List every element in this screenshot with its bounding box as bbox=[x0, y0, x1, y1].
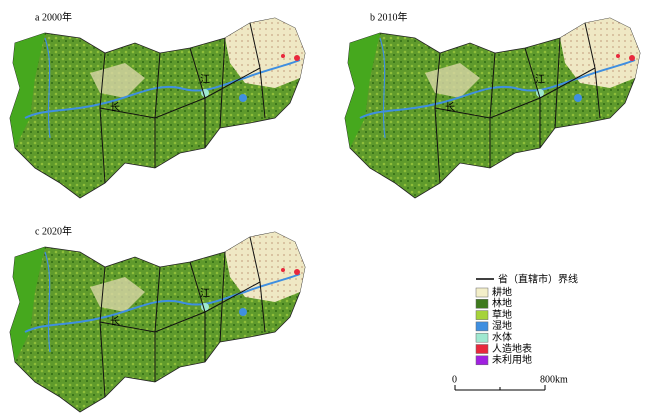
map bbox=[9, 17, 306, 199]
scale-label: 800km bbox=[540, 374, 568, 385]
legend-label: 草地 bbox=[492, 308, 512, 321]
legend-swatch bbox=[475, 287, 489, 298]
legend-swatch bbox=[475, 299, 489, 309]
legend-label: 耕地 bbox=[492, 285, 512, 298]
panel-label: a 2000年 bbox=[35, 10, 72, 23]
map-label: 长 bbox=[445, 101, 455, 113]
legend-label: 林地 bbox=[492, 297, 512, 310]
map-label: 江 bbox=[535, 73, 545, 85]
panel-label: c 2020年 bbox=[35, 224, 72, 237]
scale-label: 0 bbox=[452, 374, 457, 385]
boundary-label: 省（直辖市）界线 bbox=[498, 272, 578, 285]
legend-swatch bbox=[475, 310, 489, 320]
panel-label: b 2010年 bbox=[370, 10, 408, 23]
map-label: 江 bbox=[200, 287, 210, 299]
map bbox=[9, 231, 306, 413]
map-label: 江 bbox=[200, 73, 210, 85]
legend-swatch bbox=[475, 344, 489, 354]
legend-swatch bbox=[475, 332, 489, 343]
legend-label: 水体 bbox=[492, 331, 512, 343]
map bbox=[344, 17, 641, 199]
legend-swatch bbox=[475, 321, 489, 332]
legend-label: 湿地 bbox=[492, 319, 512, 332]
map-label: 长 bbox=[110, 315, 120, 327]
map-label: 长 bbox=[110, 101, 120, 113]
legend-label: 未利用地 bbox=[492, 353, 532, 366]
scale-bar: 0 800km bbox=[452, 374, 568, 391]
legend-label: 人造地表 bbox=[492, 342, 532, 355]
legend-swatch bbox=[475, 355, 489, 366]
